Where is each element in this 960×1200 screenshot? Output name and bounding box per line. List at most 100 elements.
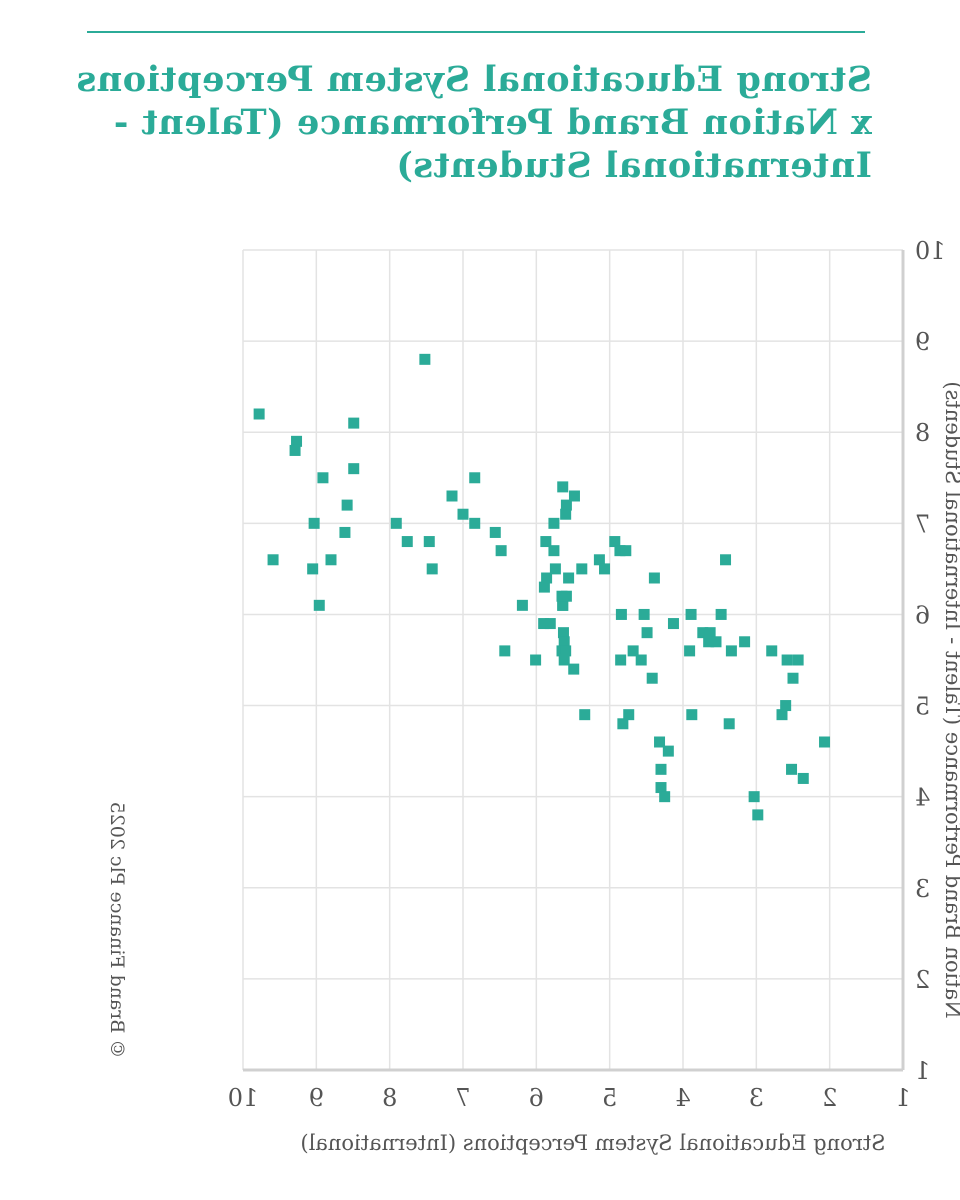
data-point: [766, 645, 778, 657]
x-tick-label: 6: [529, 1084, 544, 1112]
data-point: [516, 599, 528, 611]
x-tick-labels: 1 2 3 4 5 6 7 8 9 10: [228, 1084, 911, 1112]
x-tick-label: 10: [228, 1084, 259, 1112]
data-point: [538, 618, 550, 630]
data-point: [457, 508, 469, 520]
data-point: [401, 536, 413, 548]
data-point: [426, 563, 438, 575]
data-point: [620, 545, 632, 557]
data-point: [685, 608, 697, 620]
data-point: [819, 736, 831, 748]
data-point: [308, 517, 320, 529]
data-point: [289, 444, 301, 456]
data-point: [697, 627, 709, 639]
data-point: [560, 645, 572, 657]
data-point: [648, 572, 660, 584]
data-point: [576, 563, 588, 575]
data-point: [780, 700, 792, 712]
data-point: [686, 709, 698, 721]
data-point: [549, 563, 561, 575]
data-point: [556, 590, 568, 602]
data-point: [599, 563, 611, 575]
data-point: [548, 545, 560, 557]
data-point: [541, 572, 553, 584]
data-point: [723, 718, 735, 730]
data-point: [786, 763, 798, 775]
data-point: [469, 472, 481, 484]
y-tick-label: 2: [915, 966, 930, 994]
data-point: [667, 618, 679, 630]
data-point: [348, 463, 360, 475]
data-point: [635, 654, 647, 666]
data-point: [797, 772, 809, 784]
data-point: [641, 627, 653, 639]
data-point: [655, 782, 667, 794]
y-axis-title: Nation Brand Performance (Talent - Inter…: [941, 381, 960, 1018]
y-tick-label: 8: [915, 419, 930, 447]
data-point: [558, 654, 570, 666]
data-point: [627, 645, 639, 657]
x-tick-label: 8: [382, 1084, 397, 1112]
data-point: [538, 581, 550, 593]
data-point: [341, 499, 353, 511]
data-point: [446, 490, 458, 502]
x-tick-label: 4: [675, 1084, 690, 1112]
data-point: [548, 517, 560, 529]
y-tick-label: 1: [915, 1057, 930, 1085]
data-point: [725, 645, 737, 657]
x-tick-label: 2: [822, 1084, 837, 1112]
data-point: [646, 672, 658, 684]
data-point: [489, 526, 501, 538]
data-point: [469, 517, 481, 529]
data-point: [615, 608, 627, 620]
data-point: [659, 791, 671, 803]
data-point: [703, 636, 715, 648]
data-point: [291, 435, 303, 447]
data-point: [560, 499, 572, 511]
data-point: [499, 645, 511, 657]
data-point: [544, 618, 556, 630]
y-tick-label: 6: [915, 601, 930, 629]
data-point: [655, 763, 667, 775]
data-point: [748, 791, 760, 803]
data-point: [558, 636, 570, 648]
y-tick-label: 7: [915, 510, 930, 538]
data-point: [787, 672, 799, 684]
data-point: [568, 490, 580, 502]
data-points: [253, 353, 831, 821]
data-point: [423, 536, 435, 548]
x-tick-label: 9: [309, 1084, 324, 1112]
copyright-notice: © Brand Finance Plc 2025: [106, 802, 128, 1059]
data-point: [715, 608, 727, 620]
data-point: [307, 563, 319, 575]
data-point: [530, 654, 542, 666]
y-tick-labels: 1 2 3 4 5 6 7 8 9 10: [915, 237, 946, 1085]
data-point: [540, 536, 552, 548]
y-tick-label: 4: [915, 784, 930, 812]
data-point: [568, 663, 580, 675]
grid: [242, 249, 904, 1071]
axes: [243, 250, 905, 1072]
x-tick-label: 7: [455, 1084, 470, 1112]
data-point: [792, 654, 804, 666]
data-point: [638, 608, 650, 620]
data-point: [557, 627, 569, 639]
data-point: [662, 745, 674, 757]
data-point: [563, 572, 575, 584]
data-point: [593, 554, 605, 566]
data-point: [253, 408, 265, 420]
data-point: [557, 599, 569, 611]
data-point: [615, 654, 627, 666]
y-tick-label: 9: [915, 328, 930, 356]
x-tick-label: 1: [895, 1084, 910, 1112]
data-point: [419, 353, 431, 365]
data-point: [560, 508, 572, 520]
data-point: [348, 417, 360, 429]
data-point: [579, 709, 591, 721]
data-point: [557, 481, 569, 493]
data-point: [752, 809, 764, 821]
data-point: [390, 517, 402, 529]
data-point: [720, 554, 732, 566]
